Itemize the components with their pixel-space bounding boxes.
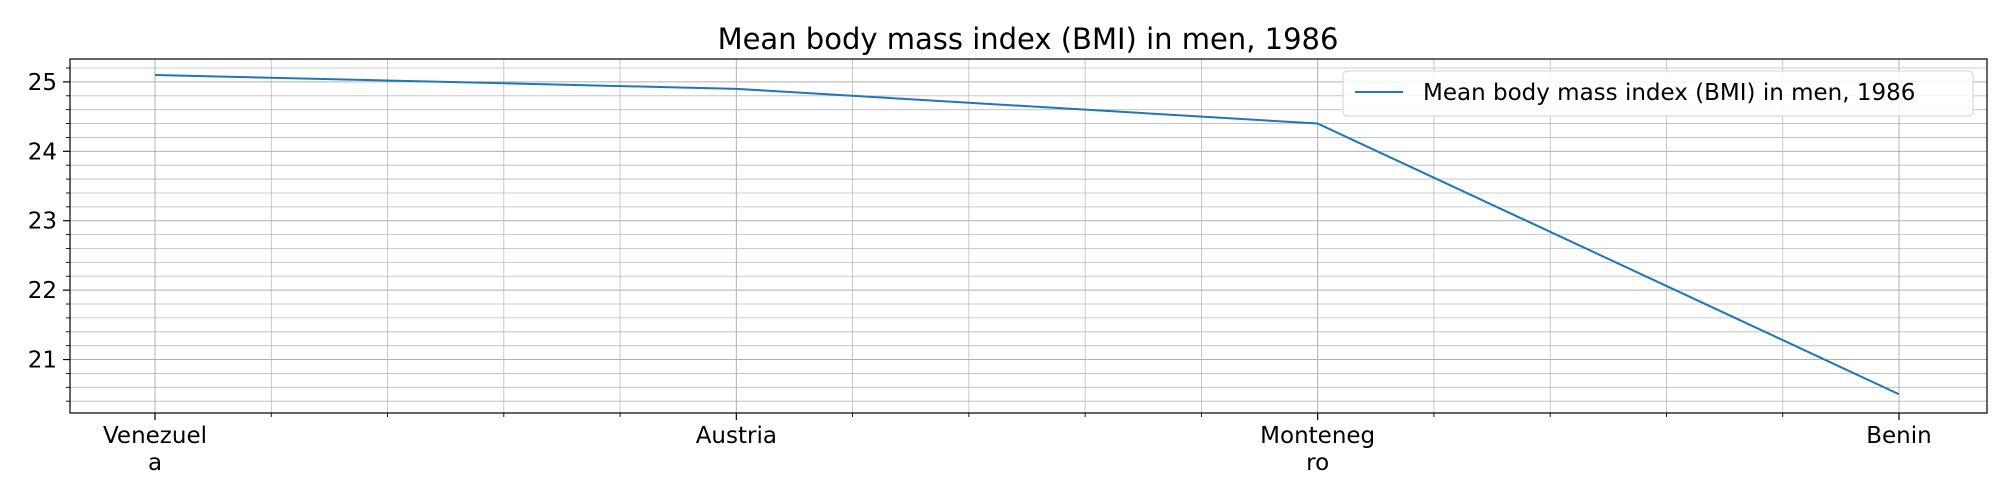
legend-label: Mean body mass index (BMI) in men, 1986 [1423,80,1915,106]
plot-area-frame [69,58,1988,414]
y-tick-label: 21 [28,348,57,374]
y-tick-label: 22 [28,278,57,304]
series-line [154,73,1900,396]
x-tick-label: Austria [696,423,777,449]
axis-ticks: Venezuel a Austria Monteneg ro Benin 21 22 23 24 2… [28,67,1932,476]
legend-box [1342,70,1974,117]
x-tick-label: Benin [1866,423,1931,449]
chart-title: Mean body mass index (BMI) in men, 1986 [718,22,1339,56]
y-tick-label: 23 [28,209,57,235]
x-tick-label: Monteneg ro [1260,423,1375,476]
series-layer [154,73,1900,396]
y-tick-label: 24 [28,139,57,165]
legend: Mean body mass index (BMI) in men, 1986 [1342,70,1974,117]
y-tick-label: 25 [28,70,57,96]
x-tick-label: Venezuel a [103,423,207,476]
